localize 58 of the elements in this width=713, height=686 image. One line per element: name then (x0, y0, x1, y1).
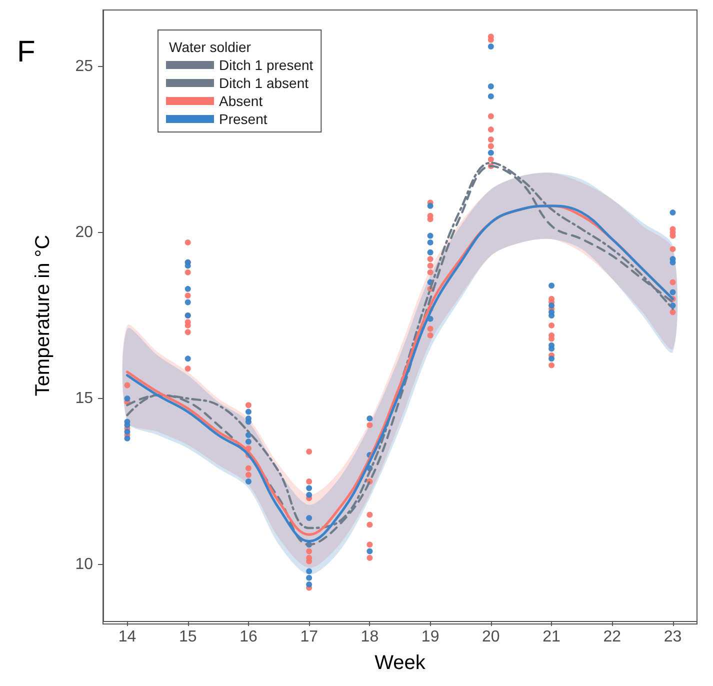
point (306, 515, 312, 522)
point (670, 259, 676, 266)
x-tick-label: 23 (664, 628, 682, 646)
point (427, 239, 434, 246)
point (488, 44, 494, 50)
point (366, 548, 373, 554)
point (427, 232, 434, 239)
x-tick-label: 18 (360, 628, 379, 646)
point (306, 492, 312, 498)
y-axis-title: Temperature in °C (32, 234, 54, 396)
x-tick-label: 21 (542, 628, 561, 646)
point (245, 408, 252, 415)
point (124, 428, 130, 435)
point (366, 415, 373, 422)
x-tick-label: 15 (178, 628, 197, 646)
point (306, 485, 312, 492)
point (124, 435, 130, 442)
point (184, 299, 191, 306)
point (670, 210, 676, 216)
point (245, 438, 252, 445)
point (124, 396, 130, 402)
point (306, 574, 312, 581)
legend-title: Water soldier (169, 39, 252, 55)
text: F (17, 36, 36, 68)
y-tick-label: 15 (75, 390, 94, 408)
legend-label: Absent (219, 93, 263, 109)
x-tick-label: 22 (603, 628, 622, 646)
x-tick-label: 14 (118, 628, 136, 646)
point (245, 418, 252, 425)
point (488, 150, 494, 156)
point (245, 478, 252, 485)
y-tick-label: 20 (75, 224, 94, 241)
legend-label: Ditch 1 present (219, 57, 314, 73)
point (548, 346, 555, 352)
point (427, 202, 434, 209)
legend-label: Present (219, 111, 268, 127)
point (184, 286, 191, 292)
point (488, 93, 494, 100)
point (548, 302, 555, 309)
y-tick-label: 10 (75, 556, 94, 574)
point (184, 356, 191, 362)
point (670, 289, 676, 296)
x-tick-label: 19 (421, 628, 440, 646)
point (488, 83, 494, 90)
point (548, 312, 555, 318)
point (306, 581, 312, 588)
x-tick-label: 17 (300, 628, 318, 646)
legend-label: Ditch 1 absent (219, 75, 309, 91)
point (427, 249, 434, 256)
point (548, 356, 555, 362)
x-tick-label: 20 (482, 628, 500, 646)
point (306, 568, 312, 574)
x-axis-title: Week (374, 652, 426, 674)
point (184, 262, 191, 269)
x-tick-label: 16 (240, 628, 258, 646)
y-tick-label: 25 (75, 58, 94, 75)
point (124, 422, 130, 428)
point (548, 282, 555, 289)
